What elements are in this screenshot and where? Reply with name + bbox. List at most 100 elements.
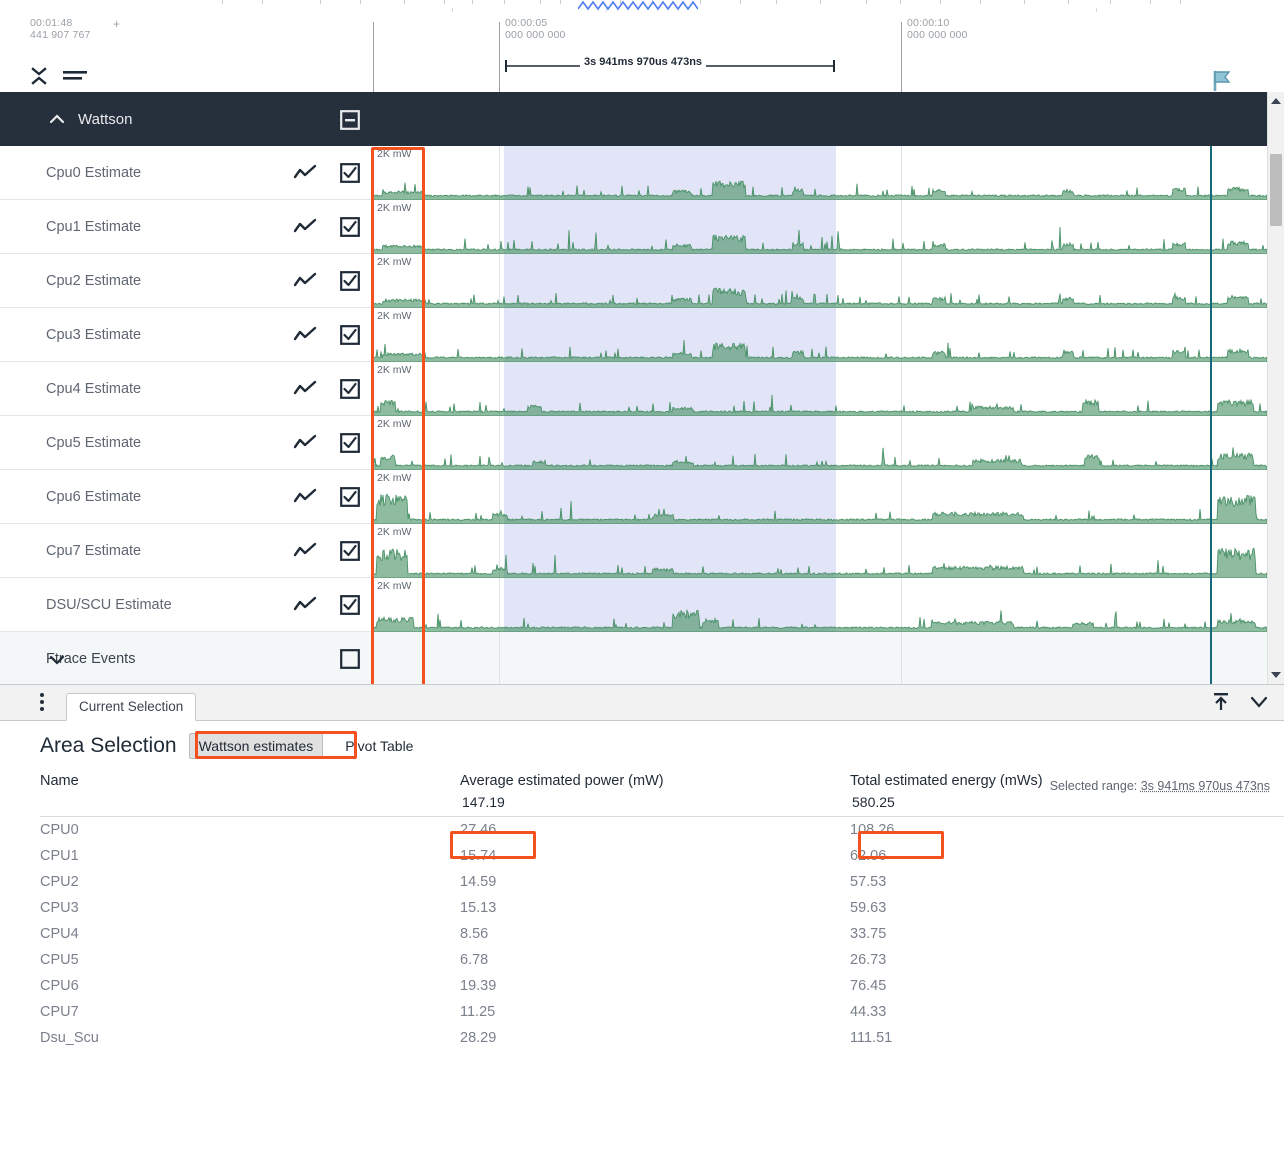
timeline-vertical-scrollbar[interactable]	[1267, 92, 1284, 684]
timeline-gridline	[499, 254, 500, 308]
track-row[interactable]: Cpu6 Estimate 2K mW	[0, 470, 1268, 525]
selection-span-label: 3s 941ms 970us 473ns	[580, 56, 707, 68]
track-shell[interactable]: Cpu3 Estimate	[0, 308, 373, 362]
overview-minimap-strip[interactable]	[0, 0, 1284, 12]
chevron-up-icon[interactable]	[48, 111, 66, 127]
track-row[interactable]: DSU/SCU Estimate 2K mW	[0, 578, 1268, 633]
table-row[interactable]: Dsu_Scu 28.29 111.51	[40, 1025, 1284, 1051]
tab-current-selection[interactable]: Current Selection	[66, 693, 197, 721]
flag-bookmark-icon[interactable]	[1209, 68, 1235, 92]
timeline-tracks-area[interactable]: Wattson Cpu0 Estimate 2K mW Cpu1 Estimate 2…	[0, 92, 1284, 684]
track-checkbox[interactable]	[340, 163, 360, 188]
track-row[interactable]: Cpu4 Estimate 2K mW	[0, 362, 1268, 417]
track-checkbox[interactable]	[340, 487, 360, 512]
table-row[interactable]: CPU0 27.46 108.26	[40, 817, 1284, 844]
track-canvas[interactable]: 2K mW	[373, 362, 1268, 417]
track-canvas[interactable]: 2K mW	[373, 200, 1268, 255]
track-shell[interactable]: Cpu2 Estimate	[0, 254, 373, 308]
hamburger-lines-icon[interactable]	[62, 67, 88, 85]
track-row[interactable]: Cpu3 Estimate 2K mW	[0, 308, 1268, 363]
chevron-down-icon[interactable]	[48, 652, 66, 668]
track-group-header-wattson[interactable]: Wattson	[0, 92, 1268, 146]
line-chart-icon[interactable]	[293, 218, 317, 241]
track-canvas[interactable]: 2K mW	[373, 578, 1268, 633]
cell-total-energy: 62.06	[850, 848, 887, 864]
column-header-name[interactable]: Name	[40, 773, 79, 789]
track-shell[interactable]: Cpu1 Estimate	[0, 200, 373, 254]
track-shell[interactable]: DSU/SCU Estimate	[0, 578, 373, 632]
track-checkbox[interactable]	[340, 595, 360, 620]
track-shell[interactable]: Cpu7 Estimate	[0, 524, 373, 578]
track-checkbox[interactable]	[340, 325, 360, 350]
minimap-tick	[776, 0, 777, 4]
track-shell[interactable]: Cpu0 Estimate	[0, 146, 373, 200]
track-checkbox[interactable]	[340, 271, 360, 296]
minimap-tick	[1150, 0, 1151, 4]
line-chart-icon[interactable]	[293, 380, 317, 403]
track-group-shell[interactable]: Wattson	[0, 92, 373, 146]
subtab-pivot-table[interactable]: Pivot Table	[345, 738, 414, 754]
table-row[interactable]: CPU1 15.74 62.06	[40, 843, 1284, 869]
scrollbar-down-arrow-icon[interactable]	[1271, 672, 1281, 678]
track-row[interactable]: Cpu5 Estimate 2K mW	[0, 416, 1268, 471]
line-chart-icon[interactable]	[293, 596, 317, 619]
line-chart-icon[interactable]	[293, 326, 317, 349]
ftrace-checkbox[interactable]	[340, 649, 360, 674]
track-canvas[interactable]: 2K mW	[373, 308, 1268, 363]
details-tabstrip[interactable]: Current Selection	[0, 685, 1284, 721]
column-header-total-energy[interactable]: Total estimated energy (mWs)	[850, 773, 1043, 789]
track-canvas[interactable]: 2K mW	[373, 524, 1268, 579]
line-chart-icon[interactable]	[293, 542, 317, 565]
table-row[interactable]: CPU4 8.56 33.75	[40, 921, 1284, 947]
power-estimate-area-chart	[373, 547, 1268, 578]
track-canvas[interactable]: 2K mW	[373, 470, 1268, 525]
table-body: CPU0 27.46 108.26 CPU1 15.74 62.06 CPU2 14.59 57…	[40, 817, 1284, 1052]
track-shell[interactable]: Cpu6 Estimate	[0, 470, 373, 524]
track-row[interactable]: Cpu7 Estimate 2K mW	[0, 524, 1268, 579]
track-shell[interactable]: Cpu4 Estimate	[0, 362, 373, 416]
table-row[interactable]: CPU3 15.13 59.63	[40, 895, 1284, 921]
line-chart-icon[interactable]	[293, 488, 317, 511]
aggregate-name	[40, 791, 460, 817]
track-checkbox[interactable]	[340, 541, 360, 566]
line-chart-icon[interactable]	[293, 272, 317, 295]
ruler-mid-time-main: 00:00:05	[505, 17, 548, 29]
cell-total-energy: 44.33	[850, 1004, 887, 1020]
line-chart-icon[interactable]	[293, 164, 317, 187]
collapse-up-icon[interactable]	[1210, 689, 1232, 713]
minimap-tick	[540, 0, 541, 4]
timeline-ruler[interactable]: 00:01:48 441 907 767 + 00:00:05 000 000 …	[0, 12, 1284, 93]
table-row[interactable]: CPU2 14.59 57.53	[40, 869, 1284, 895]
chevron-down-icon[interactable]	[1248, 689, 1270, 713]
track-group-header-ftrace[interactable]: Ftrace Events	[0, 632, 1268, 684]
table-row[interactable]: CPU5 6.78 26.73	[40, 947, 1284, 973]
track-shell[interactable]: Cpu5 Estimate	[0, 416, 373, 470]
selected-range-value[interactable]: 3s 941ms 970us 473ns	[1140, 779, 1270, 793]
scrollbar-up-arrow-icon[interactable]	[1271, 98, 1281, 104]
table-row[interactable]: CPU6 19.39 76.45	[40, 973, 1284, 999]
track-checkbox[interactable]	[340, 217, 360, 242]
cell-total-energy: 108.26	[850, 822, 895, 838]
scrollbar-thumb[interactable]	[1270, 154, 1282, 226]
ruler-controls	[30, 66, 88, 86]
track-checkbox[interactable]	[340, 433, 360, 458]
track-group-checkbox[interactable]	[340, 110, 360, 135]
ftrace-shell[interactable]: Ftrace Events	[0, 632, 373, 684]
track-checkbox[interactable]	[340, 379, 360, 404]
subtab-wattson-estimates[interactable]: Wattson estimates	[188, 733, 324, 759]
ftrace-canvas[interactable]	[373, 632, 1268, 684]
line-chart-icon[interactable]	[293, 434, 317, 457]
track-canvas[interactable]: 2K mW	[373, 146, 1268, 201]
timeline-gridline	[499, 578, 500, 632]
track-canvas[interactable]: 2K mW	[373, 254, 1268, 309]
track-row[interactable]: Cpu2 Estimate 2K mW	[0, 254, 1268, 309]
collapse-vertical-icon[interactable]	[30, 66, 48, 86]
track-row[interactable]: Cpu1 Estimate 2K mW	[0, 200, 1268, 255]
power-estimate-area-chart	[373, 287, 1268, 308]
vertical-dots-icon[interactable]	[40, 693, 44, 711]
table-row[interactable]: CPU7 11.25 44.33	[40, 999, 1284, 1025]
track-canvas[interactable]: 2K mW	[373, 416, 1268, 471]
timeline-gridline	[901, 146, 902, 200]
column-header-average-power[interactable]: Average estimated power (mW)	[460, 773, 664, 789]
track-row[interactable]: Cpu0 Estimate 2K mW	[0, 146, 1268, 201]
